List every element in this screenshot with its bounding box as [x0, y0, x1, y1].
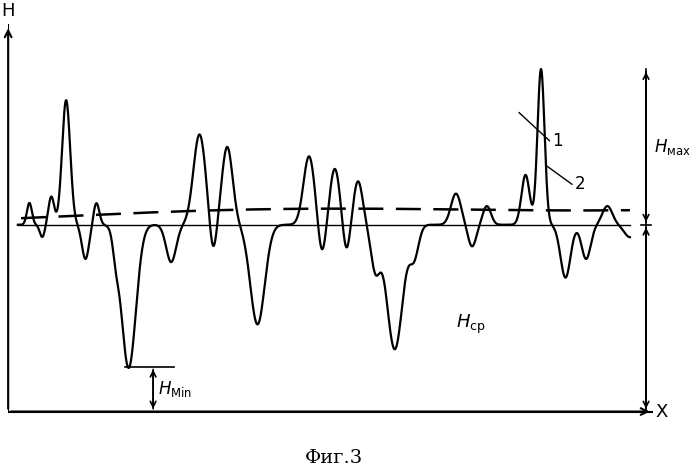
Text: $H_{\mathrm{\text{мах}}}$: $H_{\mathrm{\text{мах}}}$ [654, 137, 691, 157]
Text: $H_{\mathrm{\text{Min}}}$: $H_{\mathrm{\text{Min}}}$ [158, 379, 192, 399]
Text: 1: 1 [553, 132, 563, 150]
Text: 2: 2 [575, 175, 586, 193]
Text: H: H [1, 2, 15, 21]
Text: Фиг.3: Фиг.3 [304, 449, 363, 466]
Text: X: X [656, 403, 668, 420]
Text: $H_{\mathrm{\text{ср}}}$: $H_{\mathrm{\text{ср}}}$ [456, 313, 486, 336]
